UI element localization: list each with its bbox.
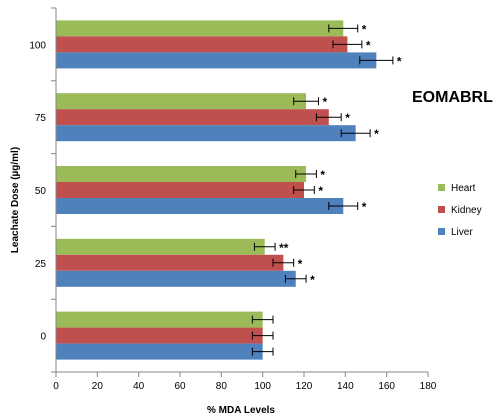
bar-heart-50 bbox=[56, 166, 307, 182]
significance-marker: * bbox=[298, 257, 303, 271]
significance-marker: * bbox=[318, 184, 323, 198]
bar-heart-0 bbox=[56, 311, 263, 328]
significance-marker: ** bbox=[279, 241, 289, 255]
bar-liver-75 bbox=[56, 125, 356, 142]
legend-swatch-heart bbox=[438, 184, 445, 191]
significance-marker: * bbox=[397, 54, 402, 68]
legend-swatch-kidney bbox=[438, 206, 445, 213]
legend: Heart Kidney Liver bbox=[438, 183, 482, 238]
significance-marker: * bbox=[322, 95, 327, 109]
significance-marker: * bbox=[310, 273, 315, 287]
bar-liver-100 bbox=[56, 52, 377, 69]
x-tick-label: 40 bbox=[133, 381, 145, 392]
legend-label-heart: Heart bbox=[451, 183, 476, 194]
y-tick-label: 75 bbox=[35, 113, 47, 124]
x-axis-title: % MDA Levels bbox=[207, 405, 275, 416]
axes-layer: 0 20 40 60 80 100 120 140 160 180 0 25 50 75 100 bbox=[29, 7, 437, 392]
bars-layer: ************* bbox=[56, 20, 402, 360]
x-tick-label: 160 bbox=[378, 381, 395, 392]
bar-kidney-50 bbox=[56, 182, 304, 198]
bar-kidney-0 bbox=[56, 327, 263, 344]
bar-kidney-75 bbox=[56, 109, 329, 126]
bar-kidney-100 bbox=[56, 36, 348, 53]
bar-liver-50 bbox=[56, 198, 344, 214]
bar-heart-75 bbox=[56, 93, 307, 110]
legend-label-kidney: Kidney bbox=[451, 205, 482, 216]
significance-marker: * bbox=[362, 200, 367, 214]
significance-marker: * bbox=[374, 127, 379, 141]
bar-kidney-25 bbox=[56, 254, 284, 271]
significance-marker: * bbox=[320, 168, 325, 182]
x-tick-label: 80 bbox=[216, 381, 228, 392]
y-tick-label: 50 bbox=[35, 186, 47, 197]
bar-heart-100 bbox=[56, 20, 344, 37]
x-tick-label: 120 bbox=[296, 381, 313, 392]
significance-marker: * bbox=[366, 38, 371, 52]
x-tick-label: 0 bbox=[53, 381, 59, 392]
x-tick-label: 180 bbox=[420, 381, 437, 392]
y-tick-label: 0 bbox=[40, 332, 46, 343]
x-tick-label: 140 bbox=[337, 381, 354, 392]
bar-liver-25 bbox=[56, 270, 296, 287]
x-tick-label: 100 bbox=[254, 381, 271, 392]
y-tick-label: 100 bbox=[29, 40, 46, 51]
chart-annotation: EOMABRL bbox=[412, 89, 493, 106]
x-tick-label: 20 bbox=[92, 381, 104, 392]
bar-heart-25 bbox=[56, 238, 265, 255]
y-axis-title: Leachate Dose (µg/ml) bbox=[10, 147, 21, 253]
significance-marker: * bbox=[362, 22, 367, 36]
significance-marker: * bbox=[345, 111, 350, 125]
legend-swatch-liver bbox=[438, 228, 445, 235]
legend-label-liver: Liver bbox=[451, 227, 473, 238]
bar-liver-0 bbox=[56, 343, 263, 360]
x-tick-label: 60 bbox=[174, 381, 186, 392]
y-tick-label: 25 bbox=[35, 259, 47, 270]
